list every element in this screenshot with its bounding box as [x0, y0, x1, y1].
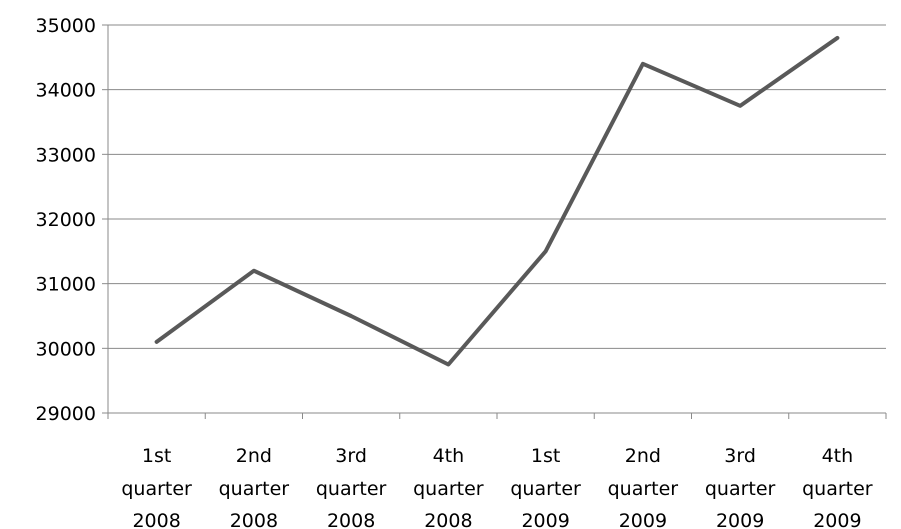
x-tick-label: 3rd quarter 2009: [705, 445, 776, 529]
x-tick-label-line: 2nd: [625, 445, 661, 467]
y-tick-label: 32000: [36, 209, 96, 231]
x-tick-label: 1st quarter 2008: [121, 445, 192, 529]
x-tick-label-line: 2008: [230, 510, 278, 529]
x-tick-label: 1st quarter 2009: [510, 445, 581, 529]
y-tick-label: 33000: [36, 144, 96, 166]
y-tick-label: 34000: [36, 80, 96, 102]
x-tick-label-line: quarter: [121, 478, 192, 500]
x-tick-label-line: 2nd: [236, 445, 272, 467]
x-tick-label-line: 4th: [433, 445, 465, 467]
y-tick-label: 29000: [36, 403, 96, 425]
x-tick-label-line: quarter: [413, 478, 484, 500]
x-tick-label-line: 2008: [132, 510, 180, 529]
y-tick-label: 30000: [36, 338, 96, 360]
x-tick-label: 4th quarter 2009: [802, 445, 873, 529]
x-tick-label-line: 2009: [619, 510, 667, 529]
x-tick-label-line: 2008: [327, 510, 375, 529]
x-tick-label: 3rd quarter 2008: [316, 445, 387, 529]
x-tick-label-line: quarter: [802, 478, 873, 500]
x-tick-label-line: 3rd: [724, 445, 756, 467]
x-tick-label-line: 3rd: [335, 445, 367, 467]
x-tick-label: 4th quarter 2008: [413, 445, 484, 529]
x-tick-label-line: 2008: [424, 510, 472, 529]
x-tick-label-line: 2009: [521, 510, 569, 529]
x-tick-label-line: 4th: [822, 445, 854, 467]
series-line: [154, 35, 840, 367]
x-tick-label: 2nd quarter 2009: [608, 445, 679, 529]
x-tick-label-line: 1st: [531, 445, 560, 467]
x-tick-label-line: quarter: [608, 478, 679, 500]
x-tick-labels: 1st quarter 2008 2nd quarter 2008 3rd quarter 20…: [121, 445, 872, 529]
x-tick-label-line: 2009: [716, 510, 764, 529]
x-tick-label-line: 2009: [813, 510, 861, 529]
x-tick-label-line: quarter: [219, 478, 290, 500]
x-tick-label-line: quarter: [510, 478, 581, 500]
grid-lines: [108, 24, 886, 349]
x-tick-label: 2nd quarter 2008: [219, 445, 290, 529]
x-tick-label-line: quarter: [705, 478, 776, 500]
axes: [102, 24, 887, 419]
x-tick-label-line: quarter: [316, 478, 387, 500]
y-tick-label: 35000: [36, 15, 96, 37]
y-tick-label: 31000: [36, 274, 96, 296]
x-tick-label-line: 1st: [142, 445, 171, 467]
series: [154, 35, 840, 367]
y-tick-labels: 29000 30000 31000 32000 33000 34000 35000: [36, 15, 96, 425]
